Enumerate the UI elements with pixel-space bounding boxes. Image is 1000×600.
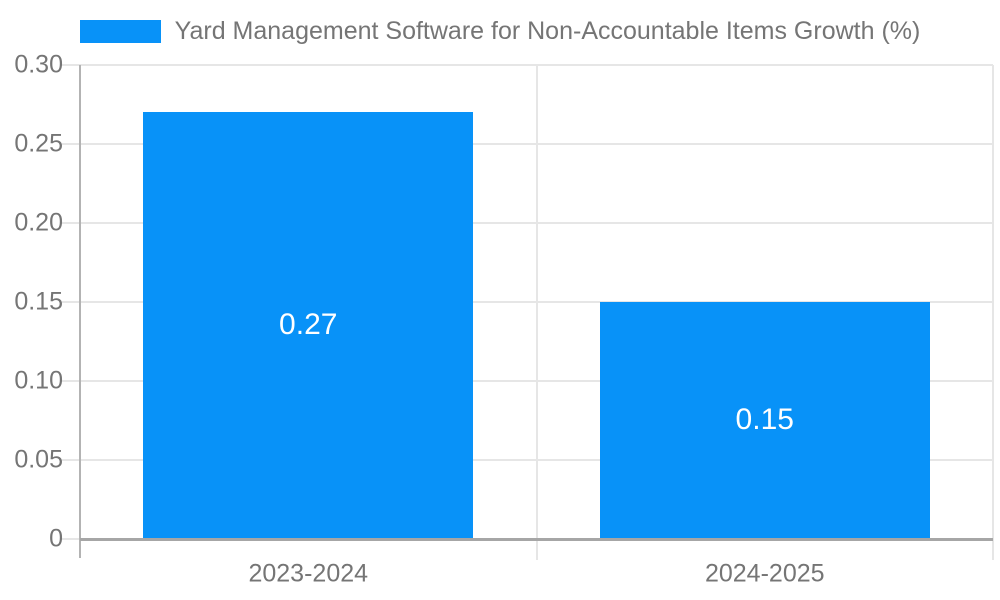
x-tick-label: 2024-2025 [704,559,825,588]
bar-2023-2024[interactable] [143,111,474,539]
y-tick-mark [62,63,80,66]
legend-swatch-icon [79,19,161,43]
y-tick-label: 0 [49,524,63,553]
y-axis-line [79,64,81,558]
y-tick-label: 0.25 [14,129,63,158]
y-tick-label: 0.20 [14,208,63,237]
y-tick-mark [62,300,80,303]
legend-label: Yard Management Software for Non-Account… [174,16,921,45]
bar-2024-2025[interactable] [599,301,930,539]
y-tick-label: 0.10 [14,366,63,395]
y-tick-label: 0.15 [14,287,63,316]
y-tick-mark [62,379,80,382]
y-tick-label: 0.30 [14,50,63,78]
bar-value-label: 0.15 [735,403,794,437]
legend[interactable]: Yard Management Software for Non-Account… [0,16,1000,46]
y-tick-mark [62,458,80,461]
y-tick-mark [62,538,80,540]
x-tick-label: 2023-2024 [248,559,369,588]
gridline-vertical [992,64,994,560]
y-tick-mark [62,142,80,145]
y-tick-label: 0.05 [14,445,63,474]
bar-value-label: 0.27 [279,308,338,342]
y-tick-mark [62,221,80,224]
x-axis-line [80,537,993,541]
gridline-vertical [535,64,538,560]
